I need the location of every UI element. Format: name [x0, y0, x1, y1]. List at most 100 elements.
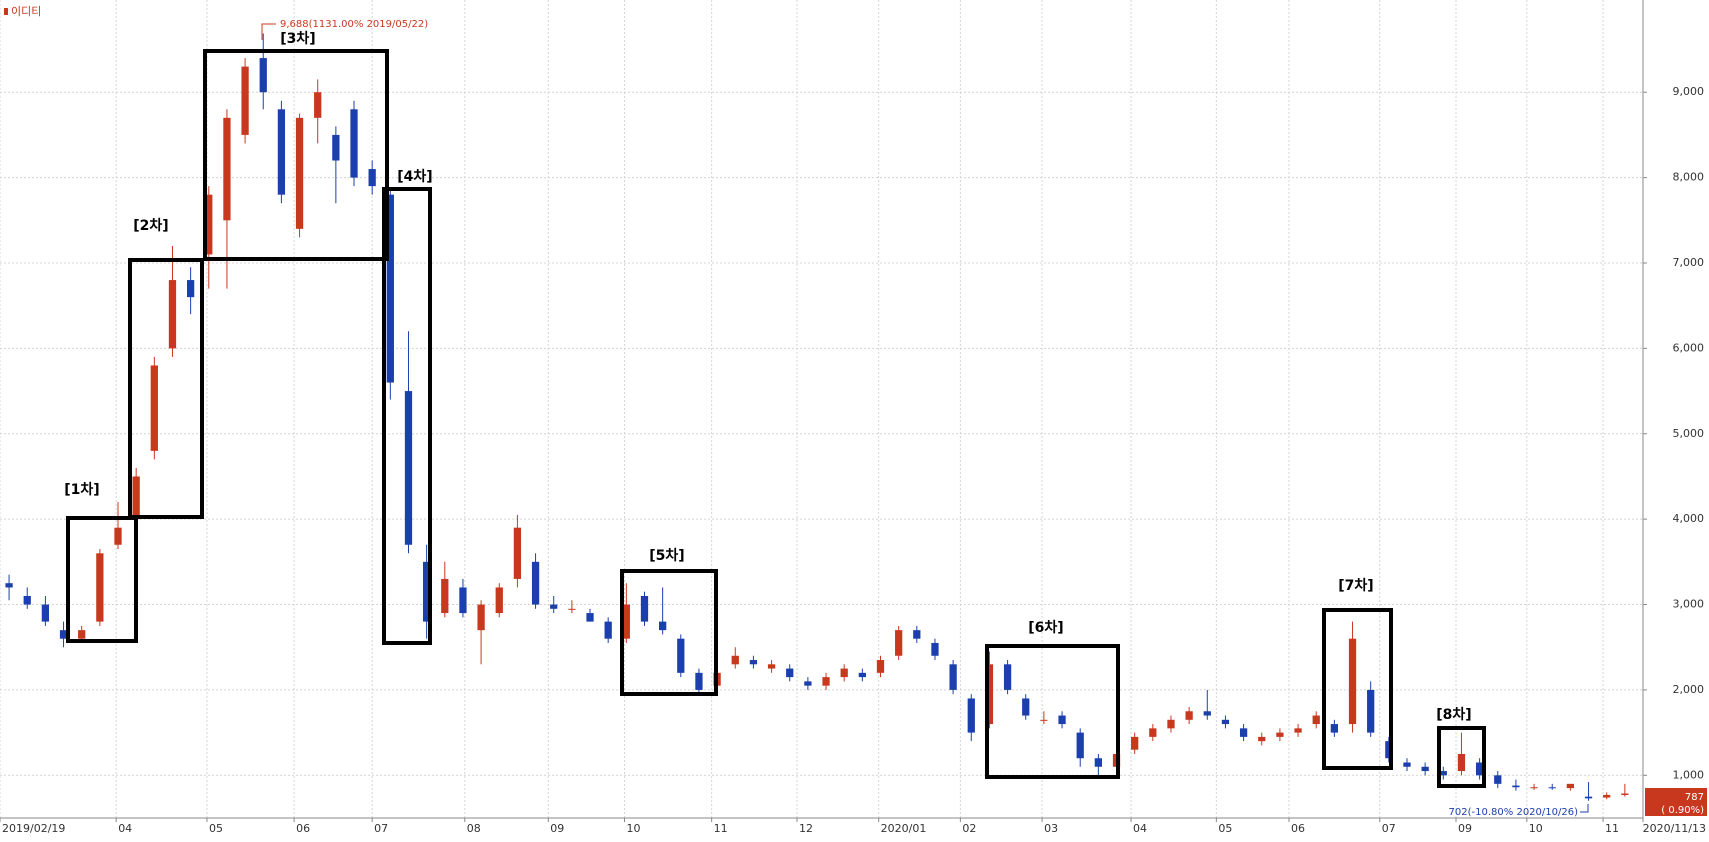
candle-body	[441, 578, 449, 614]
annotation-box	[1322, 608, 1393, 770]
candle-body	[1421, 766, 1429, 772]
annotation-label: [3차]	[280, 31, 315, 47]
candle-body	[1475, 762, 1484, 776]
x-tick-label: 11	[714, 822, 728, 835]
y-tick-label: 3,000	[1673, 598, 1705, 611]
candle-body	[223, 117, 231, 221]
candle-body	[1348, 638, 1357, 725]
candle-body	[314, 92, 322, 118]
annotation-box	[66, 516, 138, 643]
last-price: 787	[1685, 792, 1704, 803]
candle-body	[1566, 783, 1575, 789]
candle-body	[677, 638, 685, 673]
candle-body	[895, 630, 903, 656]
candle-body	[459, 587, 467, 614]
candle-body	[1239, 728, 1248, 737]
candle-body	[1022, 698, 1030, 716]
x-tick-label: 09	[550, 822, 564, 835]
candle-body	[168, 280, 177, 349]
candle-body	[731, 655, 739, 665]
max-label: 9,688(1131.00% 2019/05/22)	[280, 19, 428, 30]
candle-body	[495, 587, 503, 614]
annotation-label: [7차]	[1338, 578, 1373, 594]
x-tick-label: 05	[209, 822, 223, 835]
candle-body	[41, 604, 50, 622]
last-change: ( 0.90%)	[1661, 805, 1704, 816]
annotation-box	[128, 258, 204, 519]
candle-body	[804, 681, 812, 686]
candle-body	[477, 604, 485, 631]
x-tick-label: 09	[1458, 822, 1472, 835]
x-tick-label: 07	[1382, 822, 1396, 835]
candle-body	[150, 365, 158, 451]
annotation-box	[1437, 726, 1486, 788]
candle-body	[1294, 728, 1302, 733]
candle-body	[1621, 793, 1629, 795]
candle-body	[186, 280, 195, 298]
min-label: 702(-10.80% 2020/10/26)	[1449, 807, 1579, 818]
candle-body	[1058, 715, 1066, 725]
candle-body	[5, 583, 13, 588]
candle-body	[96, 553, 104, 622]
candle-body	[1276, 732, 1284, 737]
x-tick-label: 04	[1133, 822, 1147, 835]
candle-body	[985, 664, 994, 725]
legend-label: 이디티	[11, 5, 41, 18]
x-tick-label: 04	[118, 822, 132, 835]
max-arrow	[261, 23, 276, 40]
annotation-label: [4차]	[397, 169, 432, 185]
candle-body	[622, 604, 630, 639]
x-tick-label: 10	[627, 822, 641, 835]
y-tick-label: 4,000	[1673, 512, 1705, 525]
candle-body	[659, 621, 667, 631]
y-tick-label: 7,000	[1673, 256, 1705, 269]
last-price-tag	[1645, 788, 1707, 816]
candle-body	[1076, 732, 1084, 759]
candle-body	[1149, 728, 1157, 737]
x-tick-label: 06	[296, 822, 310, 835]
candle-body	[1040, 719, 1048, 721]
candle-body	[695, 672, 703, 690]
candle-body	[640, 595, 649, 622]
candle-body	[423, 561, 431, 622]
candle-body	[949, 664, 957, 690]
candle-body	[132, 476, 140, 520]
annotations: [1차] [2차] [3차] [4차] [5차] [6차] [7차] [8차]	[64, 31, 1486, 788]
x-tick-label: 10	[1529, 822, 1543, 835]
y-tick-label: 5,000	[1673, 427, 1705, 440]
y-tick-label: 8,000	[1673, 171, 1705, 184]
candle-body	[822, 677, 830, 686]
candle-body	[1167, 719, 1175, 729]
candle-body	[386, 194, 394, 383]
candle-body	[368, 169, 376, 187]
candle-body	[1330, 724, 1339, 733]
candle-body	[1439, 771, 1447, 776]
y-tick-label: 2,000	[1673, 683, 1705, 696]
annotation-box	[382, 187, 432, 645]
x-tick-label: 06	[1291, 822, 1305, 835]
candle-body	[114, 527, 122, 545]
candle-body	[1094, 758, 1102, 767]
candle-body	[1131, 736, 1139, 750]
candle-body	[277, 109, 286, 195]
candle-body	[931, 642, 939, 656]
candle-body	[876, 660, 885, 673]
candle-body	[1457, 753, 1466, 772]
candle-body	[332, 134, 340, 161]
candle-body	[749, 660, 758, 665]
candle-body	[295, 117, 304, 229]
candle-body	[1221, 719, 1230, 725]
x-tick-label: 08	[467, 822, 481, 835]
candle-body	[404, 391, 413, 545]
x-tick-label: 05	[1218, 822, 1232, 835]
annotation-label: [1차]	[64, 482, 99, 498]
candle-body	[78, 630, 86, 639]
candle-body	[23, 595, 31, 605]
candle-body	[1548, 787, 1556, 789]
y-tick-label: 6,000	[1673, 341, 1705, 354]
candle-body	[967, 698, 975, 733]
annotation-box	[203, 49, 389, 261]
candle-body	[913, 630, 921, 639]
candle-body	[550, 604, 558, 609]
candle-body	[767, 664, 776, 669]
